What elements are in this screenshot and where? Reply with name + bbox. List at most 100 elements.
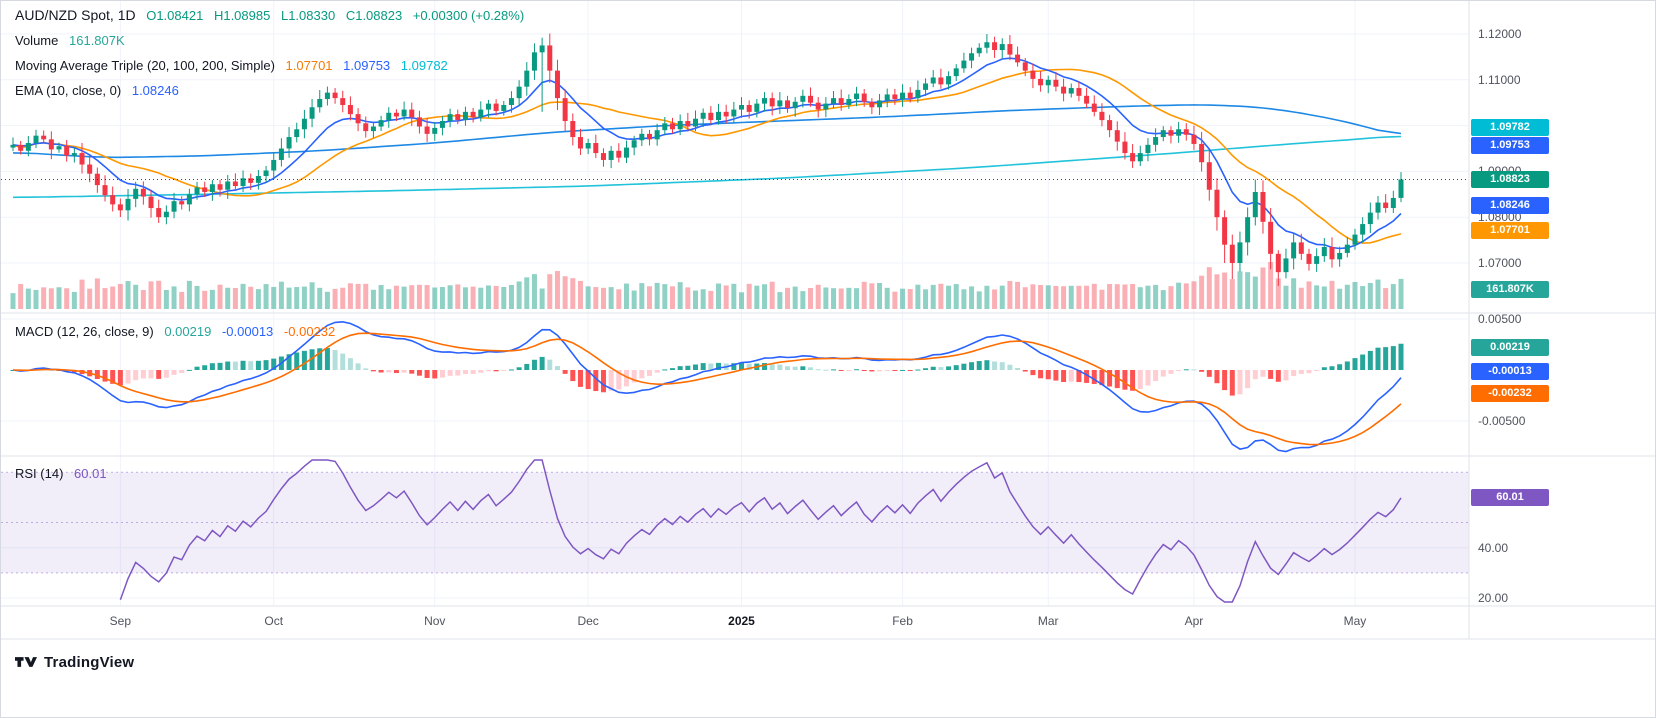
candle-body	[623, 147, 629, 158]
macd-histogram-bar	[1206, 370, 1212, 377]
macd-histogram-bar	[271, 358, 277, 370]
volume-bar	[731, 283, 737, 309]
candle-body	[1206, 162, 1212, 190]
candle-body	[355, 114, 361, 124]
volume-bar	[1314, 285, 1320, 309]
candle-body	[48, 139, 54, 150]
time-axis-label: 2025	[728, 614, 755, 628]
sma100-value: 1.09753	[343, 58, 391, 73]
volume-bar	[992, 289, 998, 309]
volume-bar	[654, 282, 660, 309]
volume-bar	[148, 281, 154, 309]
volume-bar	[271, 286, 277, 309]
candle-body	[1229, 244, 1235, 263]
volume-bar	[1183, 283, 1189, 309]
volume-bar	[800, 291, 806, 309]
macd-histogram-bar	[140, 370, 146, 379]
macd-histogram-bar	[263, 360, 269, 370]
candle-body	[869, 101, 875, 108]
volume-bar	[133, 284, 139, 309]
candle-body	[900, 92, 906, 100]
macd-histogram-bar	[340, 353, 346, 370]
macd-histogram-bar	[386, 370, 392, 373]
tradingview-logo-icon	[15, 657, 37, 667]
macd-histogram-bar	[999, 362, 1005, 370]
volume-bar	[1298, 287, 1304, 309]
macd-indicator-label[interactable]: MACD (12, 26, close, 9)	[15, 324, 154, 339]
candle-body	[777, 100, 783, 107]
volume-badge: 161.807K	[1471, 280, 1549, 298]
ema-indicator-label[interactable]: EMA (10, close, 0)	[15, 83, 122, 98]
volume-bar	[1176, 282, 1182, 309]
macd-histogram-bar	[654, 370, 660, 373]
volume-bar	[79, 279, 85, 309]
macd-histogram-bar	[485, 370, 491, 372]
sma100-badge: 1.09753	[1471, 136, 1549, 154]
candle-body	[1045, 79, 1051, 86]
symbol-title[interactable]: AUD/NZD Spot, 1D	[15, 7, 136, 23]
candle-body	[462, 111, 468, 121]
candle-body	[240, 178, 246, 187]
volume-bar	[370, 289, 376, 309]
macd-histogram-bar	[286, 354, 292, 370]
candle-body	[808, 95, 814, 103]
macd-histogram-bar	[1360, 354, 1366, 370]
candle-body	[447, 114, 453, 122]
macd-histogram-bar	[493, 370, 499, 372]
macd-histogram-bar	[539, 356, 545, 370]
candle-body	[455, 114, 461, 121]
volume-bar	[861, 281, 867, 309]
macd-histogram-bar	[608, 370, 614, 391]
symbol-row: AUD/NZD Spot, 1D O1.08421 H1.08985 L1.08…	[15, 3, 524, 28]
candle-body	[409, 109, 415, 118]
volume-bar	[723, 285, 729, 309]
candle-body	[1252, 192, 1258, 218]
macd-histogram-bar	[432, 370, 438, 379]
candle-body	[41, 135, 47, 140]
candle-body	[585, 143, 591, 149]
volume-bar	[1045, 285, 1051, 309]
candle-body	[186, 194, 192, 205]
volume-bar	[923, 289, 929, 309]
volume-bar	[393, 285, 399, 309]
candle-body	[731, 109, 737, 117]
macd-signal-value: -0.00232	[283, 324, 336, 339]
ma-indicator-label[interactable]: Moving Average Triple (20, 100, 200, Sim…	[15, 58, 275, 73]
macd-histogram-bar	[1107, 370, 1113, 387]
volume-bar	[202, 290, 208, 309]
volume-bar	[1153, 284, 1159, 309]
macd-histogram-bar	[976, 361, 982, 370]
tradingview-attribution[interactable]: TradingView	[15, 649, 134, 675]
volume-bar	[1206, 267, 1212, 309]
macd-histogram-bar	[1268, 370, 1274, 379]
volume-bar	[485, 285, 491, 309]
price-axis-label: 1.07000	[1478, 256, 1522, 270]
volume-bar	[1344, 284, 1350, 309]
volume-bar	[240, 283, 246, 309]
volume-bar	[33, 289, 39, 309]
macd-histogram-bar	[355, 363, 361, 370]
volume-bar	[976, 291, 982, 309]
macd-histogram-bar	[792, 366, 798, 370]
candle-body	[608, 150, 614, 160]
macd-histogram-bar	[1030, 370, 1036, 376]
macd-histogram-bar	[209, 363, 215, 370]
volume-bar	[585, 286, 591, 309]
volume-bar	[769, 281, 775, 309]
macd-histogram-bar	[370, 370, 376, 372]
candle-body	[992, 42, 998, 51]
volume-bar	[1091, 283, 1097, 309]
volume-bar	[248, 286, 254, 309]
candle-body	[1191, 134, 1197, 144]
volume-bar	[685, 287, 691, 309]
time-axis-label: Feb	[892, 614, 913, 628]
candle-body	[1176, 129, 1182, 136]
macd-histogram-bar	[554, 366, 560, 370]
rsi-indicator-label[interactable]: RSI (14)	[15, 466, 64, 481]
sma200-badge: 1.09782	[1471, 118, 1549, 136]
volume-indicator-label[interactable]: Volume	[15, 33, 59, 48]
volume-bar	[593, 287, 599, 309]
candle-body	[1114, 130, 1120, 142]
price-axis-label: 1.11000	[1478, 72, 1521, 87]
